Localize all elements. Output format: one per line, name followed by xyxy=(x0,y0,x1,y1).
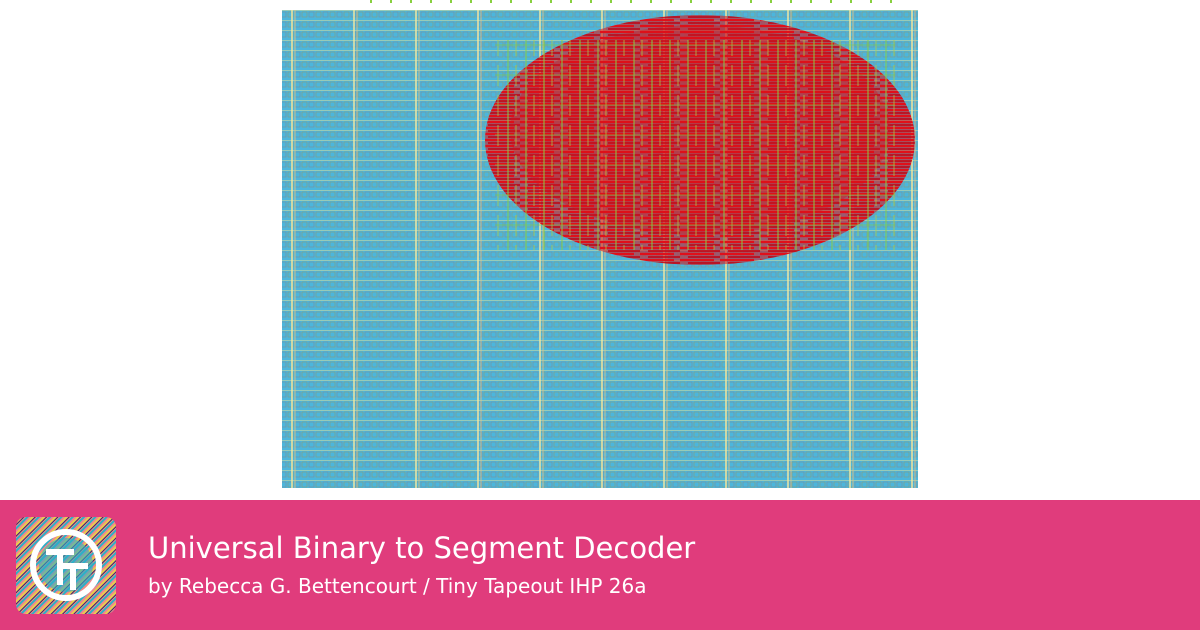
logo xyxy=(16,517,116,614)
chip-layout xyxy=(282,0,918,488)
project-subtitle: by Rebecca G. Bettencourt / Tiny Tapeout… xyxy=(148,574,647,598)
project-title: Universal Binary to Segment Decoder xyxy=(148,531,695,565)
banner xyxy=(0,500,1200,630)
